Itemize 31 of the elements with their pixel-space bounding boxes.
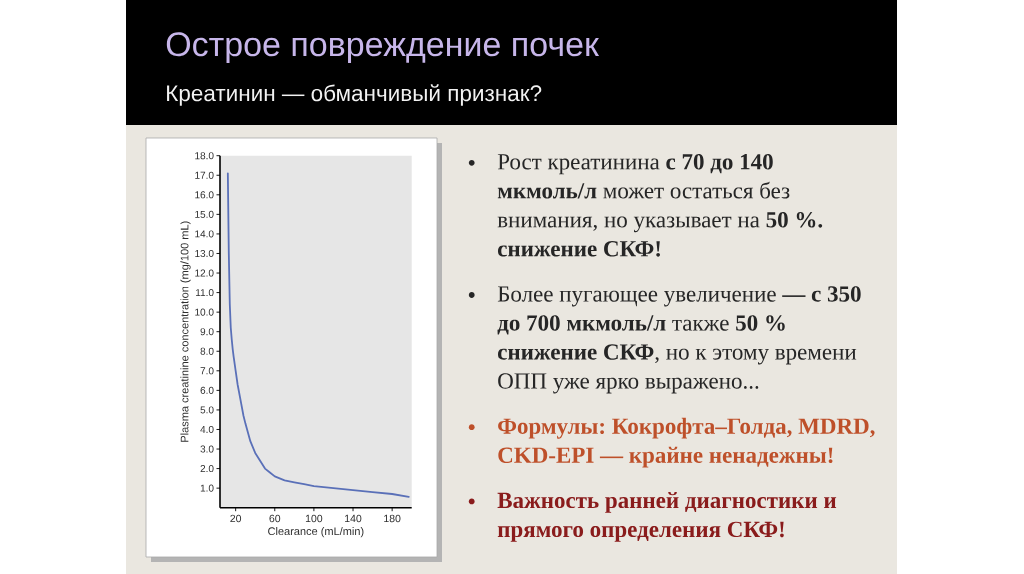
y-tick-label: 1.0 bbox=[200, 484, 214, 492]
y-tick-label: 13.0 bbox=[195, 249, 214, 258]
y-tick-label: 11.0 bbox=[196, 289, 214, 297]
y-tick-label: 3.0 bbox=[200, 445, 214, 453]
y-tick-label: 4.0 bbox=[200, 425, 214, 434]
text: Рост креатинина с 70 до 140 мкмоль/л может остаться без внимания, но указывает на 50 %. снижение СКФ! bbox=[497, 153, 823, 257]
x-axis-title: Clearance (mL/min) bbox=[268, 527, 364, 538]
y-tick-label: 9.0 bbox=[200, 328, 214, 336]
y-tick-label: 6.0 bbox=[200, 386, 214, 394]
x-tick-label: 60 bbox=[269, 514, 281, 523]
x-tick-label: 180 bbox=[384, 514, 401, 523]
text: Более пугающее увеличение — с 350 до 700 мкмоль/л также 50 % снижение СКФ, но к этому времени ОПП уже ярко выражено... bbox=[497, 286, 861, 394]
text: Формулы: Кокрофта–Голда, MDRD, CKD-EPI — крайне ненадежны! bbox=[498, 417, 875, 468]
x-tick-label: 20 bbox=[230, 514, 242, 523]
x-tick-label: 140 bbox=[345, 514, 362, 523]
x-tick-label: 100 bbox=[305, 514, 323, 523]
chart-title: Острое повреждение почек bbox=[166, 32, 600, 64]
y-tick-label: 17.0 bbox=[195, 171, 214, 179]
y-tick-label: 5.0 bbox=[200, 406, 214, 414]
y-tick-label: 14.0 bbox=[195, 230, 214, 238]
y-axis-title: Plasma creatinine concentration (mg/100 mL) bbox=[180, 221, 191, 442]
y-tick-label: 8.0 bbox=[200, 347, 214, 355]
y-tick-label: 12.0 bbox=[195, 269, 214, 277]
chart-subtitle: Креатинин — обманчивый признак? bbox=[167, 84, 542, 106]
y-tick-label: 15.0 bbox=[195, 210, 214, 218]
y-tick-label: 2.0 bbox=[200, 465, 214, 473]
y-tick-label: 18.0 bbox=[195, 152, 214, 160]
y-tick-label: 10.0 bbox=[195, 308, 214, 316]
text: Важность ранней диагностики и прямого определения СКФ! bbox=[497, 492, 837, 542]
y-tick-label: 16.0 bbox=[195, 191, 214, 199]
y-tick-label: 7.0 bbox=[200, 367, 214, 375]
